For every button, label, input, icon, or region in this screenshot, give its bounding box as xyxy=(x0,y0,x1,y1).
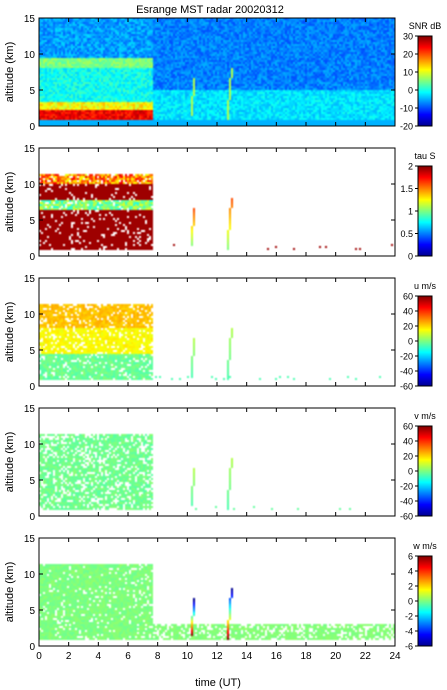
heatmap-snr xyxy=(39,18,395,126)
y-tick-label: 5 xyxy=(29,216,35,227)
y-tick-label: 0 xyxy=(29,642,35,653)
colorbar-label: v m/s xyxy=(414,411,436,421)
colorbar-tick-label: -20 xyxy=(400,352,413,362)
x-tick-label: 8 xyxy=(155,651,161,662)
colorbar-label: u m/s xyxy=(414,281,437,291)
colorbar-tick-label: 0 xyxy=(408,467,413,477)
y-tick-label: 15 xyxy=(24,534,36,545)
colorbar-tick-label: 6 xyxy=(408,552,413,562)
y-axis-label: altitude (km) xyxy=(4,42,16,103)
colorbar-w xyxy=(418,556,432,646)
colorbar-v xyxy=(418,426,432,516)
panel-snr: 0 5 10 15 altitude (km) SNR dB -20 -10 0 10 20 30 xyxy=(4,14,441,133)
colorbar-tick-label: 0 xyxy=(408,86,413,96)
x-tick-label: 0 xyxy=(36,651,42,662)
colorbar-tick-label: 20 xyxy=(403,50,413,60)
y-tick-label: 5 xyxy=(29,86,35,97)
x-tick-label: 4 xyxy=(96,651,102,662)
colorbar-tick-label: -2 xyxy=(405,612,413,622)
y-tick-label: 15 xyxy=(24,274,36,285)
colorbar-tick-label: 40 xyxy=(403,437,413,447)
y-tick-label: 10 xyxy=(24,50,36,61)
x-tick-label: 16 xyxy=(271,651,283,662)
x-tick-label: 2 xyxy=(66,651,72,662)
colorbar-tick-label: -6 xyxy=(405,642,413,652)
y-axis-label: altitude (km) xyxy=(4,302,16,363)
colorbar-tick-label: -10 xyxy=(400,104,413,114)
y-tick-label: 0 xyxy=(29,382,35,393)
y-tick-label: 0 xyxy=(29,122,35,133)
colorbar-tick-label: 20 xyxy=(403,452,413,462)
y-axis-label: altitude (km) xyxy=(4,432,16,493)
colorbar-tick-label: -40 xyxy=(400,367,413,377)
colorbar-u xyxy=(418,296,432,386)
x-tick-label: 18 xyxy=(300,651,312,662)
y-tick-label: 10 xyxy=(24,570,36,581)
colorbar-label: tau S xyxy=(414,151,435,161)
colorbar-tick-label: 40 xyxy=(403,307,413,317)
colorbar-tick-label: 0 xyxy=(408,597,413,607)
colorbar-tick-label: 20 xyxy=(403,322,413,332)
panel-tau: 0 5 10 15 altitude (km) tau S 0 0.5 1 1.5 2 xyxy=(4,144,436,263)
colorbar-tick-label: 1.5 xyxy=(400,184,413,194)
x-tick-label: 24 xyxy=(389,651,401,662)
y-tick-label: 10 xyxy=(24,310,36,321)
colorbar-tick-label: -20 xyxy=(400,482,413,492)
colorbar-tau xyxy=(418,166,432,256)
colorbar-tick-label: -60 xyxy=(400,512,413,522)
colorbar-frame xyxy=(417,35,433,127)
x-tick-label: 10 xyxy=(182,651,194,662)
x-axis-label: time (UT) xyxy=(195,677,241,689)
x-tick-label: 20 xyxy=(330,651,342,662)
colorbar-tick-label: 1 xyxy=(408,207,413,217)
colorbar-label: SNR dB xyxy=(409,21,442,31)
y-tick-label: 0 xyxy=(29,512,35,523)
colorbar-tick-label: 2 xyxy=(408,162,413,172)
heatmap-w xyxy=(39,538,395,646)
colorbar-snr xyxy=(418,36,432,126)
colorbar-tick-label: -4 xyxy=(405,627,413,637)
colorbar-tick-label: -20 xyxy=(400,122,413,132)
colorbar-tick-label: 60 xyxy=(403,292,413,302)
panel-u: 0 5 10 15 altitude (km) u m/s -60 -40 -20 0 20 40 60 xyxy=(4,274,436,393)
y-tick-label: 15 xyxy=(24,404,36,415)
x-tick-label: 22 xyxy=(360,651,372,662)
panel-v: 0 5 10 15 altitude (km) v m/s -60 -40 -20 0 20 40 60 xyxy=(4,404,436,523)
y-tick-label: 10 xyxy=(24,180,36,191)
colorbar-tick-label: 2 xyxy=(408,582,413,592)
colorbar-tick-label: 10 xyxy=(403,68,413,78)
colorbar-tick-label: 4 xyxy=(408,567,413,577)
colorbar-tick-label: 0 xyxy=(408,337,413,347)
colorbar-tick-label: 60 xyxy=(403,422,413,432)
colorbar-tick-label: -60 xyxy=(400,382,413,392)
heatmap-u xyxy=(39,278,395,386)
x-tick-label: 6 xyxy=(125,651,131,662)
heatmap-tau xyxy=(39,148,395,256)
colorbar-tick-label: 0.5 xyxy=(400,229,413,239)
y-tick-label: 5 xyxy=(29,476,35,487)
colorbar-tick-label: 0 xyxy=(408,252,413,262)
colorbar-tick-label: 30 xyxy=(403,32,413,42)
y-tick-label: 5 xyxy=(29,606,35,617)
x-tick-label: 14 xyxy=(241,651,253,662)
x-tick-label: 12 xyxy=(211,651,223,662)
y-tick-label: 0 xyxy=(29,252,35,263)
chart-title: Esrange MST radar 20020312 xyxy=(136,4,284,16)
y-tick-label: 5 xyxy=(29,346,35,357)
colorbar-tick-label: -40 xyxy=(400,497,413,507)
y-tick-label: 15 xyxy=(24,144,36,155)
y-axis-label: altitude (km) xyxy=(4,172,16,233)
heatmap-v xyxy=(39,408,395,516)
y-tick-label: 10 xyxy=(24,440,36,451)
y-axis-label: altitude (km) xyxy=(4,562,16,623)
y-tick-label: 15 xyxy=(24,14,36,25)
colorbar-label: w m/s xyxy=(412,541,437,551)
